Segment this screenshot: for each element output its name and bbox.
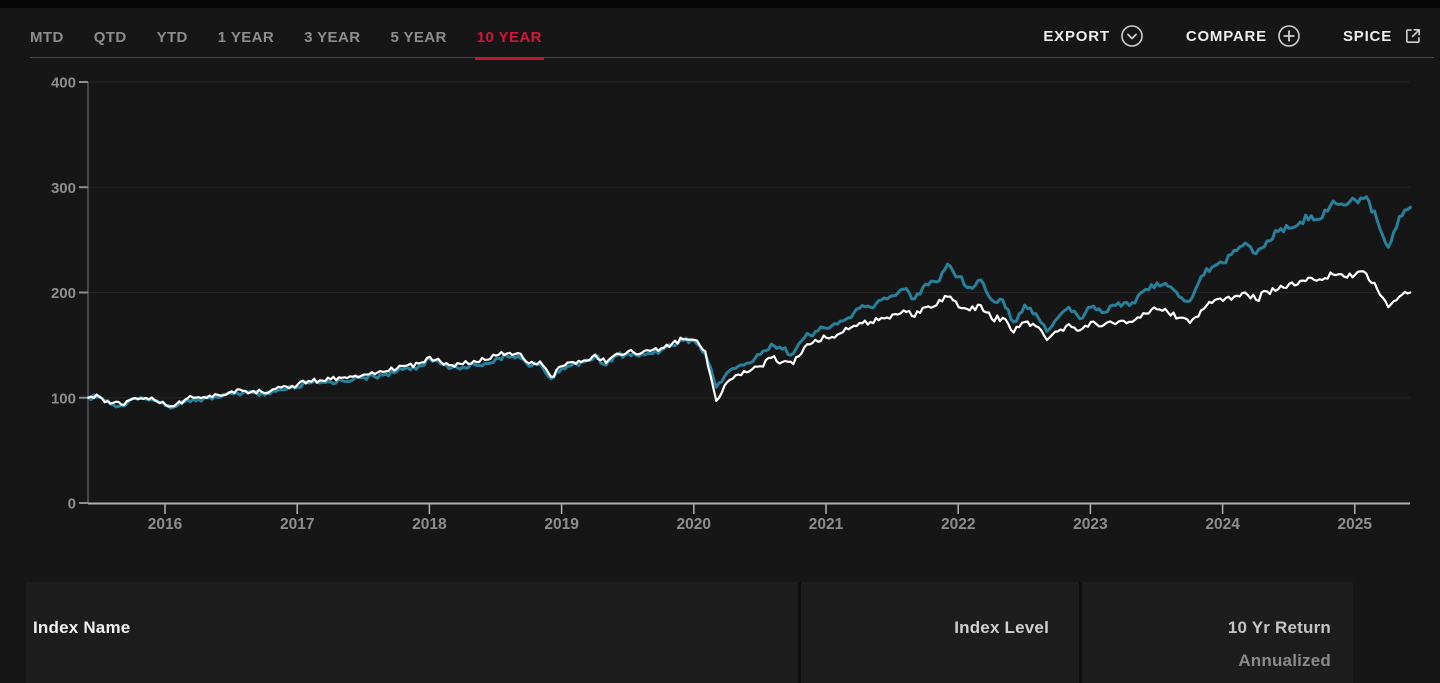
tab-5-year[interactable]: 5 YEAR: [390, 30, 446, 60]
performance-chart: 0 100 200 300 400 2016 2017 2018 2019 2020 2021 202…: [51, 75, 1412, 533]
column-header-index-level[interactable]: Index Level: [801, 582, 1079, 683]
external-link-icon: [1402, 25, 1424, 47]
index-table-header: Index Name Index Level 10 Yr Return Annu…: [26, 582, 1353, 683]
export-button[interactable]: EXPORT: [1043, 24, 1143, 48]
spice-button-label: SPICE: [1342, 27, 1392, 45]
x-axis-label: 2020: [677, 516, 711, 533]
tab-ytd[interactable]: YTD: [157, 30, 188, 60]
series-white-line: [87, 270, 1412, 408]
x-axis-label: 2021: [809, 516, 844, 533]
tab-1-year[interactable]: 1 YEAR: [218, 30, 274, 60]
x-axis-label: 2023: [1073, 516, 1108, 533]
header-divider: [30, 57, 1434, 58]
tab-qtd[interactable]: QTD: [94, 30, 127, 60]
x-axis-label: 2024: [1205, 516, 1240, 533]
y-axis-label: 200: [51, 285, 76, 302]
export-button-label: EXPORT: [1043, 27, 1110, 45]
tab-10-year[interactable]: 10 YEAR: [474, 30, 544, 60]
x-axis-label: 2018: [412, 516, 447, 533]
plus-circle-icon: [1277, 24, 1301, 48]
y-axis-label: 0: [68, 496, 76, 513]
annualized-label: Annualized: [1238, 651, 1331, 670]
compare-button[interactable]: COMPARE: [1186, 24, 1301, 48]
x-axis-label: 2022: [941, 516, 975, 533]
tab-mtd[interactable]: MTD: [30, 30, 64, 60]
ten-yr-return-label: 10 Yr Return: [1227, 618, 1331, 637]
y-axis-label: 300: [51, 180, 76, 197]
index-name-label: Index Name: [33, 618, 131, 637]
x-axis-label: 2016: [148, 516, 183, 533]
y-axis-label: 400: [51, 75, 76, 92]
x-axis-label: 2019: [544, 516, 579, 533]
x-axis-label: 2017: [280, 516, 314, 533]
compare-button-label: COMPARE: [1185, 27, 1267, 45]
tab-3-year[interactable]: 3 YEAR: [304, 30, 360, 60]
window-top-strip: [0, 0, 1440, 8]
series-teal-line: [86, 195, 1412, 410]
period-tabs: MTD QTD YTD 1 YEAR 3 YEAR 5 YEAR 10 YEAR: [30, 22, 544, 60]
x-axis-label: 2025: [1338, 516, 1373, 533]
index-level-label: Index Level: [954, 618, 1049, 637]
chevron-down-circle-icon: [1120, 24, 1144, 48]
chart-header: MTD QTD YTD 1 YEAR 3 YEAR 5 YEAR 10 YEAR…: [0, 8, 1440, 60]
column-header-10yr-return[interactable]: 10 Yr Return Annualized: [1082, 582, 1353, 683]
column-header-index-name[interactable]: Index Name: [26, 582, 798, 683]
spice-button[interactable]: SPICE: [1343, 25, 1424, 47]
y-axis-label: 100: [51, 390, 76, 407]
header-actions: EXPORT COMPARE SPICE: [1043, 22, 1424, 50]
